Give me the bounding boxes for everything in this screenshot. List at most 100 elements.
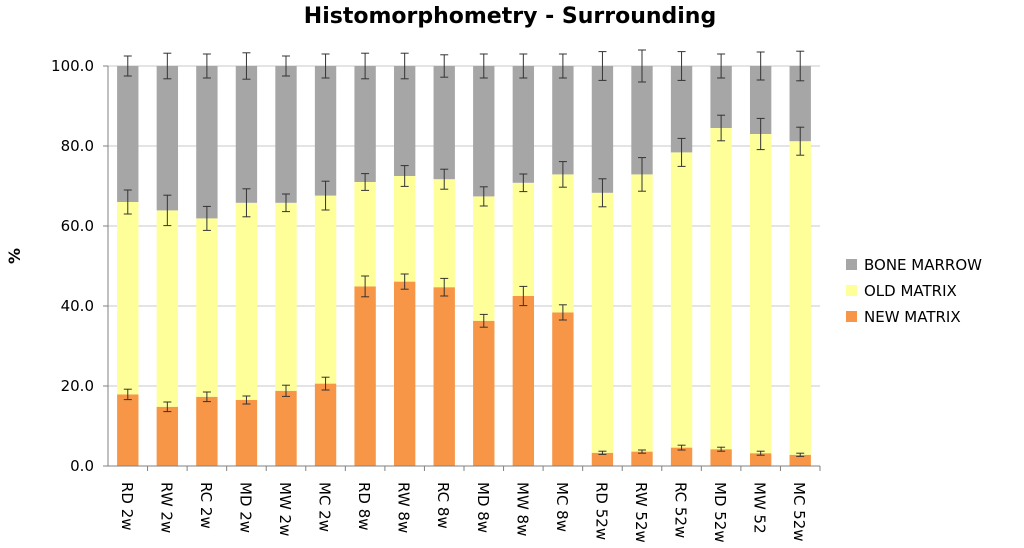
x-tick-label: MC 8w bbox=[553, 482, 571, 532]
bar-segment bbox=[631, 451, 653, 466]
bar-segment bbox=[552, 66, 574, 175]
y-axis-label: % bbox=[5, 248, 24, 264]
bar-segment bbox=[670, 66, 693, 153]
bar-segment bbox=[749, 134, 772, 454]
bar-segment bbox=[710, 128, 732, 450]
error-bar bbox=[163, 52, 172, 80]
x-tick-label: RW 8w bbox=[395, 482, 413, 533]
bar-segment bbox=[156, 210, 179, 407]
bar-segment bbox=[354, 182, 376, 287]
bar-segment bbox=[393, 66, 416, 176]
bars bbox=[117, 66, 821, 471]
error-bar bbox=[638, 49, 646, 83]
error-bar bbox=[558, 53, 567, 79]
error-bar bbox=[361, 275, 370, 298]
bar-segment bbox=[512, 296, 535, 466]
bar-segment bbox=[552, 312, 574, 466]
x-tick-label: RD 52w bbox=[592, 482, 610, 540]
y-tick-label: 20.0 bbox=[61, 377, 94, 395]
error-bar bbox=[638, 449, 646, 454]
bar-segment bbox=[156, 66, 179, 211]
y-tick-labels: 0.0 20.0 40.0 60.0 80.0 100.0 bbox=[51, 57, 94, 475]
bar-segment bbox=[670, 152, 693, 448]
bar-segment bbox=[512, 182, 535, 296]
bar-segment bbox=[631, 174, 653, 452]
error-bar bbox=[519, 53, 528, 79]
bar-segment bbox=[591, 192, 614, 453]
error-bar bbox=[756, 450, 765, 456]
x-tick-label: MW 52 bbox=[751, 482, 769, 534]
error-bar bbox=[282, 384, 290, 397]
error-bar bbox=[163, 194, 172, 227]
x-tick-label: RD 8w bbox=[355, 482, 373, 531]
error-bar bbox=[400, 52, 409, 80]
error-bar bbox=[242, 188, 251, 218]
error-bar bbox=[202, 53, 211, 79]
bar-segment bbox=[631, 66, 653, 175]
x-tick-label: MC 52w bbox=[790, 482, 808, 542]
error-bar bbox=[242, 395, 251, 405]
error-bar bbox=[598, 450, 607, 455]
bar-segment bbox=[789, 141, 811, 455]
error-bar bbox=[717, 53, 726, 79]
bar-segment bbox=[314, 66, 337, 196]
error-bar bbox=[361, 173, 370, 191]
bar-segment bbox=[473, 66, 495, 197]
bar-segment bbox=[749, 66, 772, 134]
bar-segment bbox=[235, 202, 258, 400]
error-bar bbox=[123, 189, 132, 215]
bar-segment bbox=[354, 286, 376, 466]
bar-segment bbox=[749, 453, 772, 466]
error-bar bbox=[163, 401, 172, 413]
y-tick-label: 60.0 bbox=[61, 217, 94, 235]
bar-segment bbox=[433, 66, 455, 180]
bar-segment bbox=[275, 66, 297, 203]
bar-segment bbox=[552, 174, 574, 313]
error-bar bbox=[361, 52, 370, 80]
bar-segment bbox=[591, 66, 614, 193]
error-bar bbox=[282, 193, 290, 213]
error-bar bbox=[756, 117, 765, 151]
bar-segment bbox=[670, 447, 693, 466]
x-tick-labels: RD 2w RW 2w RC 2w MD 2w MW 2w MC 2w RD 8w RW 8w… bbox=[118, 482, 808, 543]
bar-segment bbox=[591, 452, 614, 466]
legend-label: OLD MATRIX bbox=[864, 282, 957, 300]
legend-item: BONE MARROW bbox=[846, 256, 982, 274]
x-tick-label: MD 52w bbox=[711, 482, 729, 543]
legend: BONE MARROW OLD MATRIX NEW MATRIX bbox=[846, 256, 982, 326]
bar-segment bbox=[196, 396, 218, 466]
bar-segment bbox=[275, 390, 297, 466]
bar-segment bbox=[156, 406, 179, 466]
error-bar bbox=[479, 313, 488, 328]
bar-segment bbox=[117, 202, 139, 395]
bar-segment bbox=[512, 66, 535, 183]
x-tick-label: MD 8w bbox=[474, 482, 492, 533]
error-bar bbox=[796, 126, 805, 156]
bar-segment bbox=[275, 202, 297, 391]
error-bar bbox=[123, 55, 132, 77]
bar-segment bbox=[117, 66, 139, 202]
bar-segment bbox=[710, 449, 732, 466]
error-bar bbox=[479, 53, 488, 79]
error-bar bbox=[717, 114, 726, 142]
grid-lines bbox=[103, 65, 820, 467]
y-tick-label: 0.0 bbox=[70, 457, 94, 475]
bar-segment bbox=[354, 66, 376, 182]
x-tick-label: RW 2w bbox=[157, 482, 175, 533]
error-bar bbox=[242, 52, 251, 80]
error-bar bbox=[440, 277, 449, 297]
error-bar bbox=[519, 173, 528, 193]
error-bar bbox=[598, 51, 607, 81]
error-bar bbox=[321, 376, 330, 391]
error-bars bbox=[123, 49, 805, 457]
bar-segment bbox=[789, 454, 811, 466]
legend-item: OLD MATRIX bbox=[846, 282, 957, 300]
bar-segment bbox=[196, 218, 218, 397]
error-bar bbox=[400, 165, 409, 187]
error-bar bbox=[400, 273, 409, 290]
legend-swatch bbox=[846, 311, 857, 322]
bar-segment bbox=[393, 281, 416, 466]
bar-segment bbox=[235, 66, 258, 203]
bar-segment bbox=[433, 179, 455, 288]
error-bar bbox=[677, 444, 686, 451]
